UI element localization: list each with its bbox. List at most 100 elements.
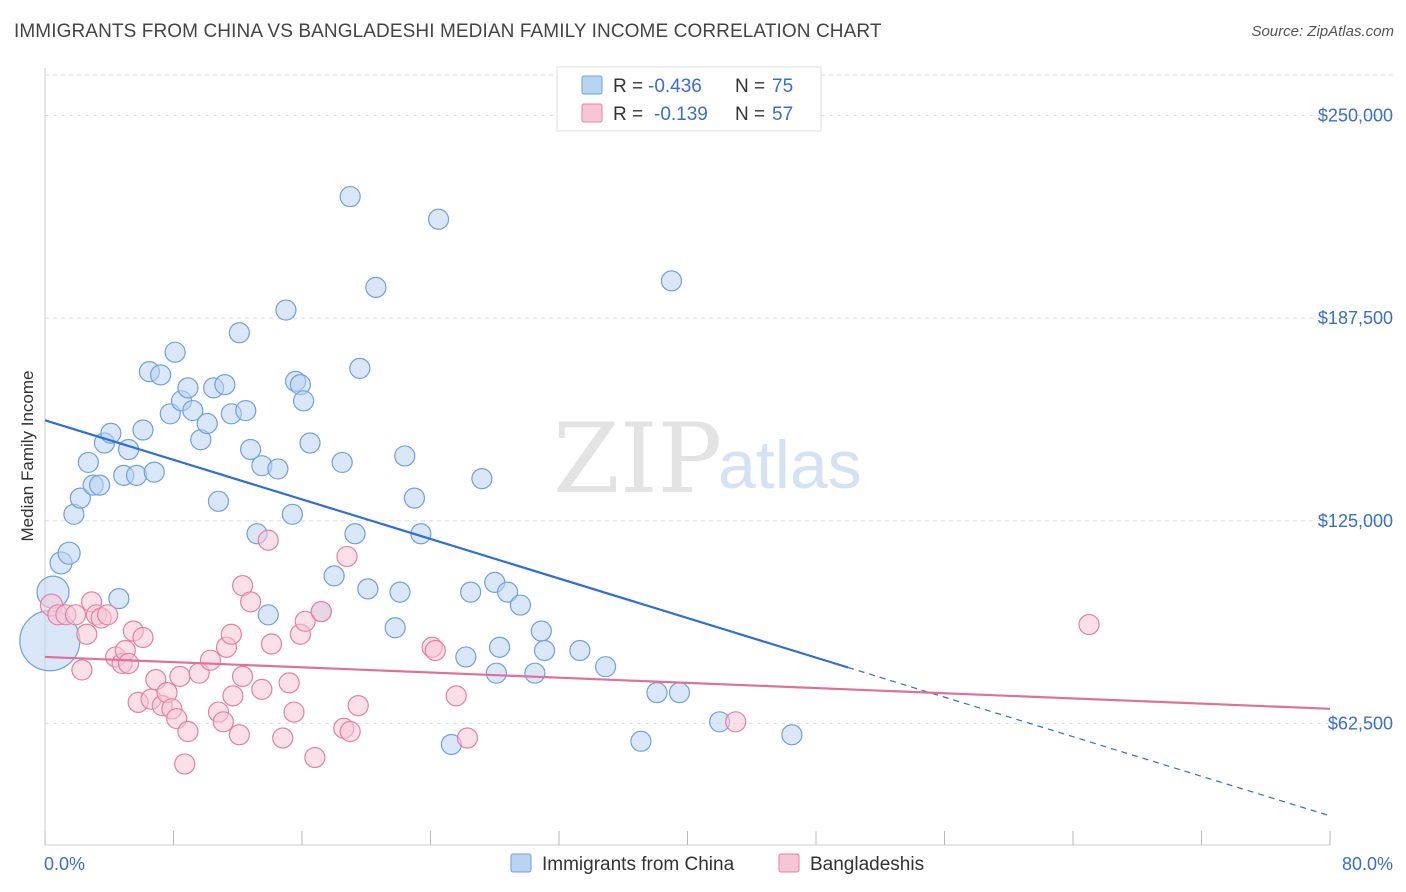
y-tick-label: $187,500	[1318, 308, 1393, 328]
x-tick-label-min: 0.0%	[44, 854, 85, 874]
point-china	[630, 730, 652, 752]
trend-line-china	[44, 419, 849, 669]
point-china	[143, 461, 165, 483]
point-china	[594, 656, 617, 678]
point-bangladesh	[177, 720, 199, 743]
point-bangladesh	[445, 685, 467, 707]
point-bangladesh	[260, 633, 283, 655]
point-china	[177, 377, 199, 399]
point-china	[524, 662, 546, 684]
point-china	[164, 341, 186, 363]
point-china	[125, 464, 148, 486]
trend-line-bangladesh	[44, 655, 1331, 710]
legend-n-label-china: N =	[735, 76, 765, 97]
point-bangladesh	[220, 623, 242, 645]
point-bangladesh	[283, 701, 305, 723]
point-bangladesh	[257, 529, 279, 551]
point-china	[117, 438, 140, 461]
point-china	[471, 468, 493, 490]
point-bangladesh	[347, 694, 369, 717]
source-credit: Source: ZipAtlas.com	[1251, 23, 1394, 40]
point-china	[344, 523, 366, 545]
point-bangladesh	[272, 727, 294, 749]
legend: R = -0.436 N = 75 R = -0.139 N = 57	[556, 66, 822, 132]
point-china	[485, 662, 507, 684]
axes: $62,500 $125,000 $187,500 $250,000 0.0% 80.0%	[44, 68, 1393, 874]
point-china	[228, 322, 250, 344]
point-bangladesh	[64, 604, 87, 626]
legend-n-label-bangladesh: N =	[735, 104, 765, 125]
point-china	[349, 357, 371, 380]
point-bangladesh	[199, 649, 222, 671]
point-china	[384, 617, 406, 639]
point-bangladesh	[240, 591, 262, 613]
data-points	[19, 185, 1100, 775]
point-bangladesh	[424, 639, 446, 662]
legend-swatch-china	[581, 75, 603, 95]
point-china	[646, 682, 668, 704]
y-tick-label: $62,500	[1328, 713, 1393, 733]
point-china	[89, 474, 111, 496]
point-china	[403, 487, 426, 509]
y-tick-label: $250,000	[1318, 106, 1393, 126]
point-bangladesh	[725, 711, 747, 733]
legend-r-bangladesh: -0.139	[654, 104, 708, 125]
legend-r-label-china: R =	[613, 76, 643, 97]
point-china	[214, 374, 236, 396]
watermark-zip: ZIP	[553, 403, 722, 515]
point-bangladesh	[336, 545, 358, 568]
point-china	[533, 639, 556, 662]
point-bangladesh	[174, 753, 196, 775]
point-china	[240, 438, 262, 461]
legend-n-china: 75	[772, 76, 793, 97]
legend-swatch-bangladesh	[581, 103, 603, 123]
point-china	[267, 458, 289, 480]
point-bangladesh	[278, 672, 300, 694]
x-tick-label-max: 80.0%	[1342, 854, 1393, 874]
point-china	[69, 487, 91, 509]
watermark: ZIP atlas	[553, 403, 862, 515]
point-bangladesh	[294, 610, 316, 632]
bottom-legend-swatch-china	[510, 853, 532, 873]
y-tick-label: $125,000	[1318, 511, 1393, 531]
point-china	[488, 636, 511, 658]
legend-r-china: -0.436	[648, 76, 702, 97]
point-china	[275, 299, 297, 321]
point-china	[365, 276, 387, 298]
point-china	[257, 604, 279, 626]
point-china	[196, 412, 218, 435]
bottom-legend-bangladesh: Bangladeshis	[810, 854, 924, 875]
point-china	[455, 646, 477, 668]
point-china	[660, 270, 683, 292]
point-bangladesh	[251, 678, 273, 700]
trend-lines	[44, 419, 1331, 817]
point-china	[207, 490, 230, 512]
y-axis-label: Median Family Income	[18, 370, 37, 541]
point-bangladesh	[339, 720, 361, 743]
point-china	[77, 451, 99, 474]
point-bangladesh	[222, 685, 244, 707]
point-china	[530, 620, 552, 642]
legend-n-bangladesh: 57	[772, 104, 793, 125]
point-china	[460, 581, 482, 603]
point-china	[427, 208, 450, 230]
point-china	[394, 445, 416, 467]
point-china	[668, 682, 691, 704]
point-bangladesh	[132, 626, 154, 649]
point-bangladesh	[169, 665, 191, 688]
point-china	[339, 185, 361, 208]
point-china	[235, 399, 257, 422]
point-china	[357, 578, 379, 600]
point-china	[108, 587, 130, 610]
chart-title: IMMIGRANTS FROM CHINA VS BANGLADESHI MED…	[14, 21, 882, 42]
point-bangladesh	[97, 604, 119, 626]
point-china	[293, 390, 315, 412]
point-china	[781, 724, 803, 746]
point-china	[389, 581, 411, 603]
point-bangladesh	[1078, 613, 1100, 636]
point-bangladesh	[228, 724, 250, 746]
point-china	[497, 581, 519, 603]
point-bangladesh	[310, 600, 332, 623]
point-china	[569, 639, 591, 662]
